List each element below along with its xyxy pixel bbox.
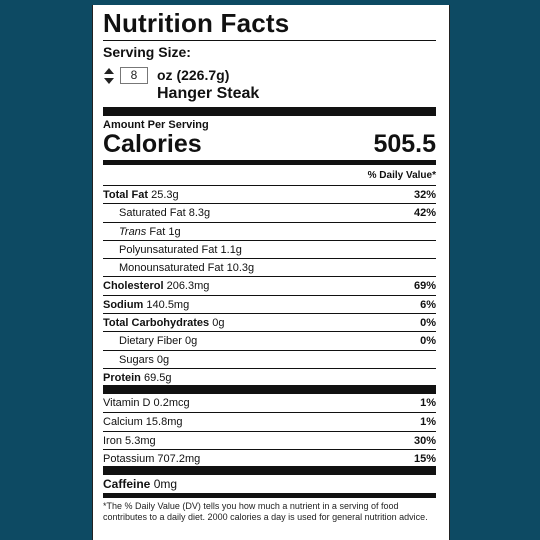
nutrient-name: Sodium [103,298,144,311]
vitamin-name: Potassium [103,452,155,465]
vitamin-percent: 30% [413,434,436,447]
nutrient-amount: Fat 1g [149,225,181,238]
vitamin-name: Iron [103,434,122,447]
vitamin-amount: 0.2mcg [153,397,190,409]
serving-unit: oz (226.7g) [157,67,230,83]
nutrient-amount: 8.3g [188,207,211,220]
nutrient-row-polyunsaturated-fat: Polyunsaturated Fat 1.1g [103,239,436,258]
nutrient-name: Total Fat [103,189,149,201]
nutrient-amount: 69.5g [143,371,172,384]
medium-divider [103,493,436,498]
vitamin-row-potassium: Potassium 707.2mg 15% [103,448,436,467]
nutrient-amount: 1.1g [220,243,242,256]
vitamin-percent: 1% [420,397,436,409]
vitamin-row-iron: Iron 5.3mg 30% [103,430,436,449]
nutrient-amount: 10.3g [226,262,255,275]
nutrient-row-saturated-fat: Saturated Fat 8.3g 42% [103,203,436,221]
thick-divider [103,466,436,475]
nutrient-percent: 0% [420,317,436,330]
divider [103,40,436,41]
nutrient-name: Dietary Fiber [119,335,182,348]
calories-label: Calories [103,130,202,158]
calories-value: 505.5 [373,130,436,158]
vitamin-amount: 5.3mg [125,434,156,447]
nutrient-row-monounsaturated-fat: Monounsaturated Fat 10.3g [103,258,436,276]
daily-value-footnote: *The % Daily Value (DV) tells you how mu… [103,501,428,522]
nutrient-name: Protein [103,371,141,384]
food-name: Hanger Steak [157,85,260,102]
thick-divider [103,385,436,394]
nutrient-row-protein: Protein 69.5g [103,367,436,386]
caffeine-name: Caffeine [103,477,151,491]
nutrient-row-total-fat: Total Fat 25.3g 32% [103,185,436,203]
nutrient-amount: 140.5mg [146,298,190,311]
thick-divider [103,107,436,116]
vitamin-name: Vitamin D [103,397,151,409]
nutrient-name: Total Carbohydrates [103,317,210,330]
up-down-stepper-icon[interactable] [103,67,115,85]
label-title: Nutrition Facts [103,8,290,38]
daily-value-header: % Daily Value* [367,170,436,181]
nutrient-percent: 42% [413,207,436,220]
nutrition-label: Nutrition Facts Serving Size: 8 oz (226.… [92,5,450,540]
nutrient-amount: 0g [156,353,170,366]
nutrient-percent: 6% [420,298,436,311]
nutrient-row-sugars: Sugars 0g [103,349,436,368]
caffeine-row: Caffeine 0mg [103,476,177,492]
vitamin-percent: 1% [420,416,436,429]
vitamin-amount: 15.8mg [145,416,183,429]
nutrient-row-dietary-fiber: Dietary Fiber 0g 0% [103,331,436,349]
nutrient-amount: 206.3mg [166,280,210,293]
amount-per-serving: Amount Per Serving [103,119,209,131]
nutrient-name: Sugars [119,353,154,366]
nutrient-name: Trans [119,225,147,238]
nutrient-row-trans-fat: Trans Fat 1g [103,221,436,240]
serving-quantity-input[interactable]: 8 [120,67,148,84]
vitamin-rows: Vitamin D 0.2mcg 1% Calcium 15.8mg 1% Ir… [103,394,436,467]
nutrient-percent: 69% [413,280,436,293]
vitamin-amount: 707.2mg [157,452,201,465]
caffeine-amount: 0mg [153,477,178,491]
nutrient-amount: 0g [212,317,225,330]
vitamin-row-vitamin-d: Vitamin D 0.2mcg 1% [103,394,436,412]
vitamin-percent: 15% [413,452,436,465]
nutrient-row-total-carbohydrates: Total Carbohydrates 0g 0% [103,313,436,331]
nutrient-rows: Total Fat 25.3g 32% Saturated Fat 8.3g 4… [103,185,436,386]
nutrient-percent: 0% [420,335,436,348]
nutrient-row-cholesterol: Cholesterol 206.3mg 69% [103,276,436,294]
serving-size-label: Serving Size: [103,44,191,60]
vitamin-name: Calcium [103,416,143,429]
nutrient-name: Polyunsaturated Fat [119,243,218,256]
vitamin-row-calcium: Calcium 15.8mg 1% [103,412,436,430]
nutrient-name: Monounsaturated Fat [119,262,224,275]
nutrient-percent: 32% [413,189,436,201]
nutrient-name: Cholesterol [103,280,164,293]
nutrient-row-sodium: Sodium 140.5mg 6% [103,294,436,313]
nutrient-amount: 0g [185,335,198,348]
nutrient-amount: 25.3g [151,189,179,201]
nutrient-name: Saturated Fat [119,207,186,220]
medium-divider [103,160,436,165]
